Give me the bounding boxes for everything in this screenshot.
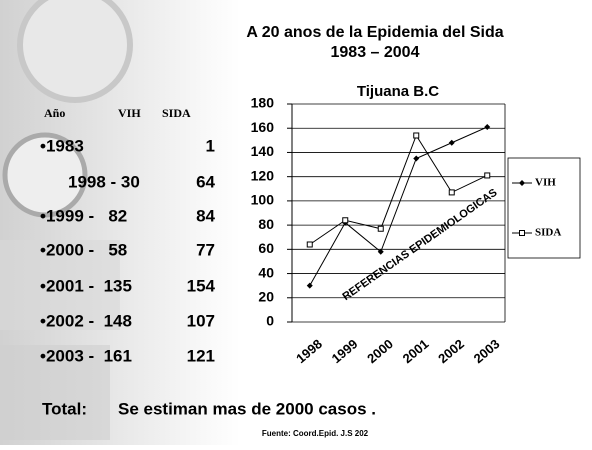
table-cell: 1 bbox=[206, 136, 215, 155]
data-point bbox=[378, 226, 383, 231]
y-tick-label: 20 bbox=[258, 288, 274, 304]
table-cell: •1983 bbox=[40, 136, 84, 155]
table-cell: 84 bbox=[196, 206, 215, 225]
table-cell: •2002 - 148 bbox=[40, 311, 132, 330]
table-header: VIH bbox=[118, 106, 141, 120]
table-cell: 107 bbox=[187, 311, 215, 330]
y-tick-label: 60 bbox=[258, 240, 274, 256]
y-tick-label: 120 bbox=[251, 167, 275, 183]
table-cell: 121 bbox=[187, 346, 215, 365]
y-tick-label: 40 bbox=[258, 264, 274, 280]
legend-label: SIDA bbox=[535, 227, 561, 239]
y-tick-label: 0 bbox=[266, 313, 274, 329]
legend-label: VIH bbox=[535, 177, 556, 189]
data-point bbox=[343, 218, 348, 223]
total-label: Total: bbox=[42, 399, 87, 418]
table-cell: •1999 - 82 bbox=[40, 206, 127, 225]
total-text: Se estiman mas de 2000 casos . bbox=[118, 399, 376, 418]
y-tick-label: 180 bbox=[251, 95, 275, 111]
y-tick-label: 100 bbox=[251, 192, 275, 208]
data-point bbox=[449, 190, 454, 195]
data-point bbox=[414, 133, 419, 138]
y-tick-label: 160 bbox=[251, 119, 275, 135]
table-cell: 77 bbox=[196, 240, 215, 259]
table-cell: •2000 - 58 bbox=[40, 240, 127, 259]
y-tick-label: 140 bbox=[251, 143, 275, 159]
table-cell: 154 bbox=[187, 276, 216, 295]
chart-title: Tijuana B.C bbox=[357, 83, 439, 100]
table-cell: •2003 - 161 bbox=[40, 346, 132, 365]
data-point bbox=[307, 242, 312, 247]
table-cell: 64 bbox=[196, 172, 215, 191]
legend-marker bbox=[520, 231, 525, 236]
y-tick-label: 80 bbox=[258, 216, 274, 232]
table-header: SIDA bbox=[162, 106, 191, 120]
source: Fuente: Coord.Epid. J.S 202 bbox=[262, 429, 369, 438]
slide-subtitle: 1983 – 2004 bbox=[331, 44, 420, 61]
clock-image bbox=[20, 0, 130, 100]
table-cell: 1998 - 30 bbox=[68, 172, 140, 191]
slide-title: A 20 anos de la Epidemia del Sida bbox=[246, 24, 503, 41]
table-cell: •2001 - 135 bbox=[40, 276, 132, 295]
data-point bbox=[485, 173, 490, 178]
table-header: Año bbox=[44, 106, 65, 120]
legend bbox=[508, 158, 580, 258]
slide: A 20 anos de la Epidemia del Sida 1983 –… bbox=[0, 0, 592, 445]
